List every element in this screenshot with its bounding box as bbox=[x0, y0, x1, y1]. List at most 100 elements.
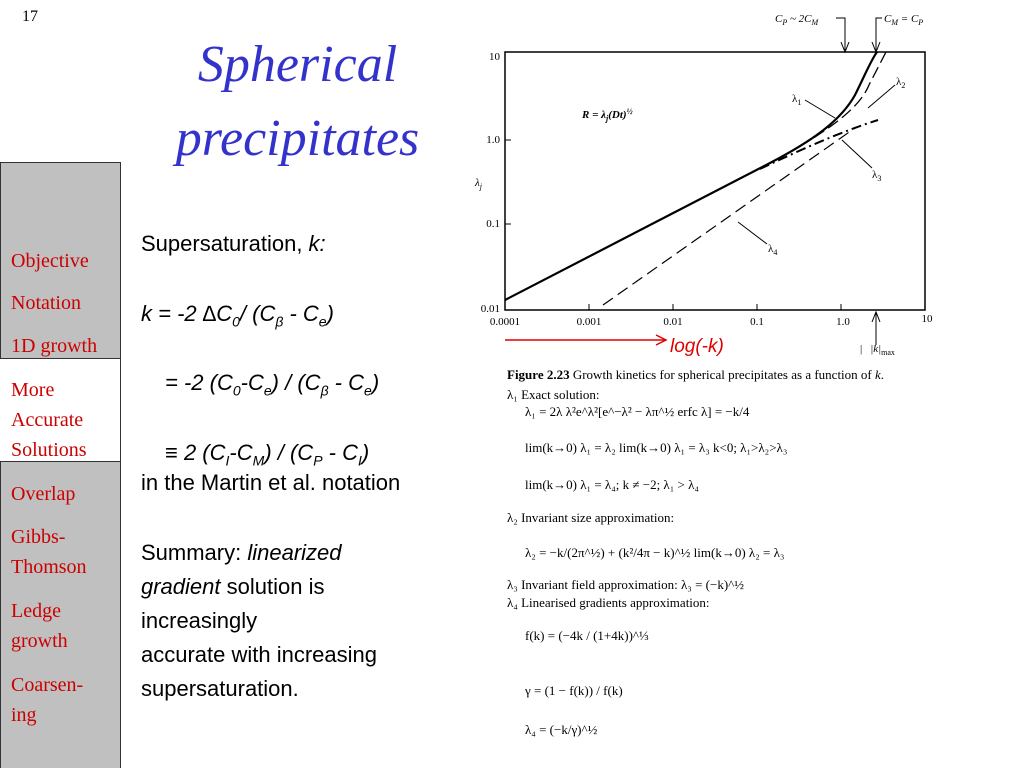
text: - C bbox=[328, 370, 365, 395]
curve-lambda1 bbox=[504, 51, 878, 301]
caption-line: γ = (1 − f(k)) / f(k) bbox=[525, 683, 623, 698]
text: ) bbox=[371, 370, 380, 395]
nav-line: Gibbs- bbox=[11, 526, 66, 548]
caption-line: f(k) = (−4k / (1+4k))^⅓ bbox=[525, 628, 649, 643]
x-tick-label: 0.0001 bbox=[490, 316, 520, 328]
y-label: λj bbox=[474, 177, 483, 191]
text: I bbox=[358, 452, 362, 469]
text: ≡ 2 (C bbox=[165, 440, 226, 465]
ticks bbox=[505, 139, 842, 310]
nav-item[interactable]: Gibbs- Thomson bbox=[11, 522, 87, 582]
body-line: in the Martin et al. notation bbox=[141, 470, 401, 495]
text: . bbox=[880, 367, 885, 382]
curve-lambda2 bbox=[769, 51, 887, 164]
slide-number: 17 bbox=[22, 8, 38, 25]
nav-line: More bbox=[11, 379, 55, 401]
text: ) / (C bbox=[264, 440, 314, 465]
caption-line: λ₂ Invariant size approximation: bbox=[507, 510, 675, 525]
nav-item[interactable]: Objective bbox=[11, 250, 89, 272]
y-tick-label: 0.01 bbox=[481, 303, 500, 315]
text: supersaturation. bbox=[141, 676, 299, 701]
nav-line: growth bbox=[11, 630, 68, 652]
body-line: ≡ 2 (CI-CM) / (CP - CI) bbox=[165, 440, 369, 468]
nav-item[interactable]: Overlap bbox=[11, 483, 76, 505]
title: Spherical precipitates bbox=[130, 28, 465, 176]
y-tick-label: 1.0 bbox=[486, 134, 500, 146]
y-tick-label: 10 bbox=[489, 51, 501, 63]
caption-line: λ₃ Invariant field approximation: λ₃ = (… bbox=[507, 577, 745, 592]
caption-line: lim(k→0) λ₁ = λ₂ lim(k→0) λ₁ = λ₃ k<0; λ… bbox=[525, 440, 788, 455]
nav-line: Ledge bbox=[11, 600, 61, 622]
nav-item[interactable]: Ledge growth bbox=[11, 596, 68, 656]
text: e bbox=[318, 313, 327, 330]
caption-line: λ₄ = (−k/γ)^½ bbox=[525, 722, 598, 737]
nav-item[interactable]: 1D growth bbox=[11, 335, 98, 357]
text: e bbox=[263, 382, 272, 399]
nav-line: Thomson bbox=[11, 556, 87, 578]
sidebar-highlight bbox=[0, 358, 120, 462]
curve-label: λ2 bbox=[896, 76, 905, 90]
caption-line: λ₄ Linearised gradients approximation: bbox=[507, 595, 710, 610]
text: ) / (C bbox=[271, 370, 321, 395]
text: - C bbox=[283, 301, 319, 326]
nav-line: Solutions bbox=[11, 439, 87, 461]
body-line: Supersaturation, k: bbox=[141, 231, 326, 257]
kmax-label: | |k|max bbox=[860, 343, 895, 357]
text: β bbox=[275, 313, 284, 330]
text: gradient bbox=[141, 574, 221, 599]
summary: Summary: linearized gradient solution is i… bbox=[141, 536, 377, 706]
text: β bbox=[320, 382, 329, 399]
sidebar bbox=[0, 162, 121, 768]
text: = -2 (C bbox=[165, 370, 233, 395]
text: - C bbox=[322, 440, 358, 465]
top-label: CM = CP bbox=[884, 13, 923, 27]
text: linearized bbox=[247, 540, 342, 565]
text: solution is bbox=[220, 574, 325, 599]
caption-title: Figure 2.23 Growth kinetics for spherica… bbox=[507, 367, 884, 383]
nav-line: Coarsen- bbox=[11, 674, 84, 696]
nav-item[interactable]: More Accurate Solutions bbox=[11, 375, 87, 465]
text: Figure 2.23 bbox=[507, 367, 570, 382]
text: / (C bbox=[239, 301, 276, 326]
text: 0 bbox=[232, 382, 241, 399]
y-tick-label: 0.1 bbox=[486, 218, 500, 230]
caption-line: λ₁ Exact solution: bbox=[507, 387, 600, 402]
curve-label: λ4 bbox=[768, 243, 777, 257]
text: I bbox=[225, 452, 230, 469]
x-tick-label: 0.1 bbox=[750, 316, 764, 328]
x-tick-label: 0.001 bbox=[577, 316, 602, 328]
top-label: CP ~ 2CM bbox=[775, 13, 820, 27]
text: P bbox=[313, 452, 323, 469]
plot-frame bbox=[504, 51, 926, 311]
text: e bbox=[364, 382, 372, 399]
equation: R = λj(Dt)½ bbox=[581, 107, 633, 123]
text: -C bbox=[240, 370, 264, 395]
annotation-arrowhead bbox=[655, 334, 668, 346]
title-line: precipitates bbox=[175, 110, 420, 167]
text: k = -2 ∆C bbox=[141, 301, 233, 326]
nav-line: ing bbox=[11, 704, 37, 726]
text: Summary: bbox=[141, 540, 248, 565]
text: k: bbox=[308, 231, 326, 256]
nav-item[interactable]: Coarsen-ing bbox=[11, 670, 83, 730]
text: ) bbox=[361, 440, 370, 465]
annotation: log(-k) bbox=[670, 336, 724, 357]
body-line: = -2 (C0-Ce) / (Cβ - Ce) bbox=[165, 370, 379, 398]
caption-line: lim(k→0) λ₁ = λ₄; k ≠ −2; λ₁ > λ₄ bbox=[525, 477, 699, 492]
curve-label: λ3 bbox=[872, 169, 881, 183]
nav-item[interactable]: Notation bbox=[11, 292, 81, 314]
title-line: Spherical bbox=[197, 36, 398, 93]
text: k bbox=[875, 367, 881, 382]
arrows bbox=[737, 17, 896, 345]
text: Supersaturation, bbox=[141, 231, 309, 256]
text: increasingly bbox=[141, 608, 258, 633]
nav-line: Accurate bbox=[11, 409, 84, 431]
body-line: k = -2 ∆C0/ (Cβ - Ce) bbox=[141, 301, 334, 329]
x-tick-label: 10 bbox=[922, 313, 934, 325]
text: ) bbox=[326, 301, 334, 326]
caption-line: λ₂ = −k/(2π^½) + (k²/4π − k)^½ lim(k→0) … bbox=[525, 545, 785, 560]
text: M bbox=[252, 452, 265, 469]
text: -C bbox=[229, 440, 253, 465]
x-tick-label: 0.01 bbox=[663, 316, 682, 328]
